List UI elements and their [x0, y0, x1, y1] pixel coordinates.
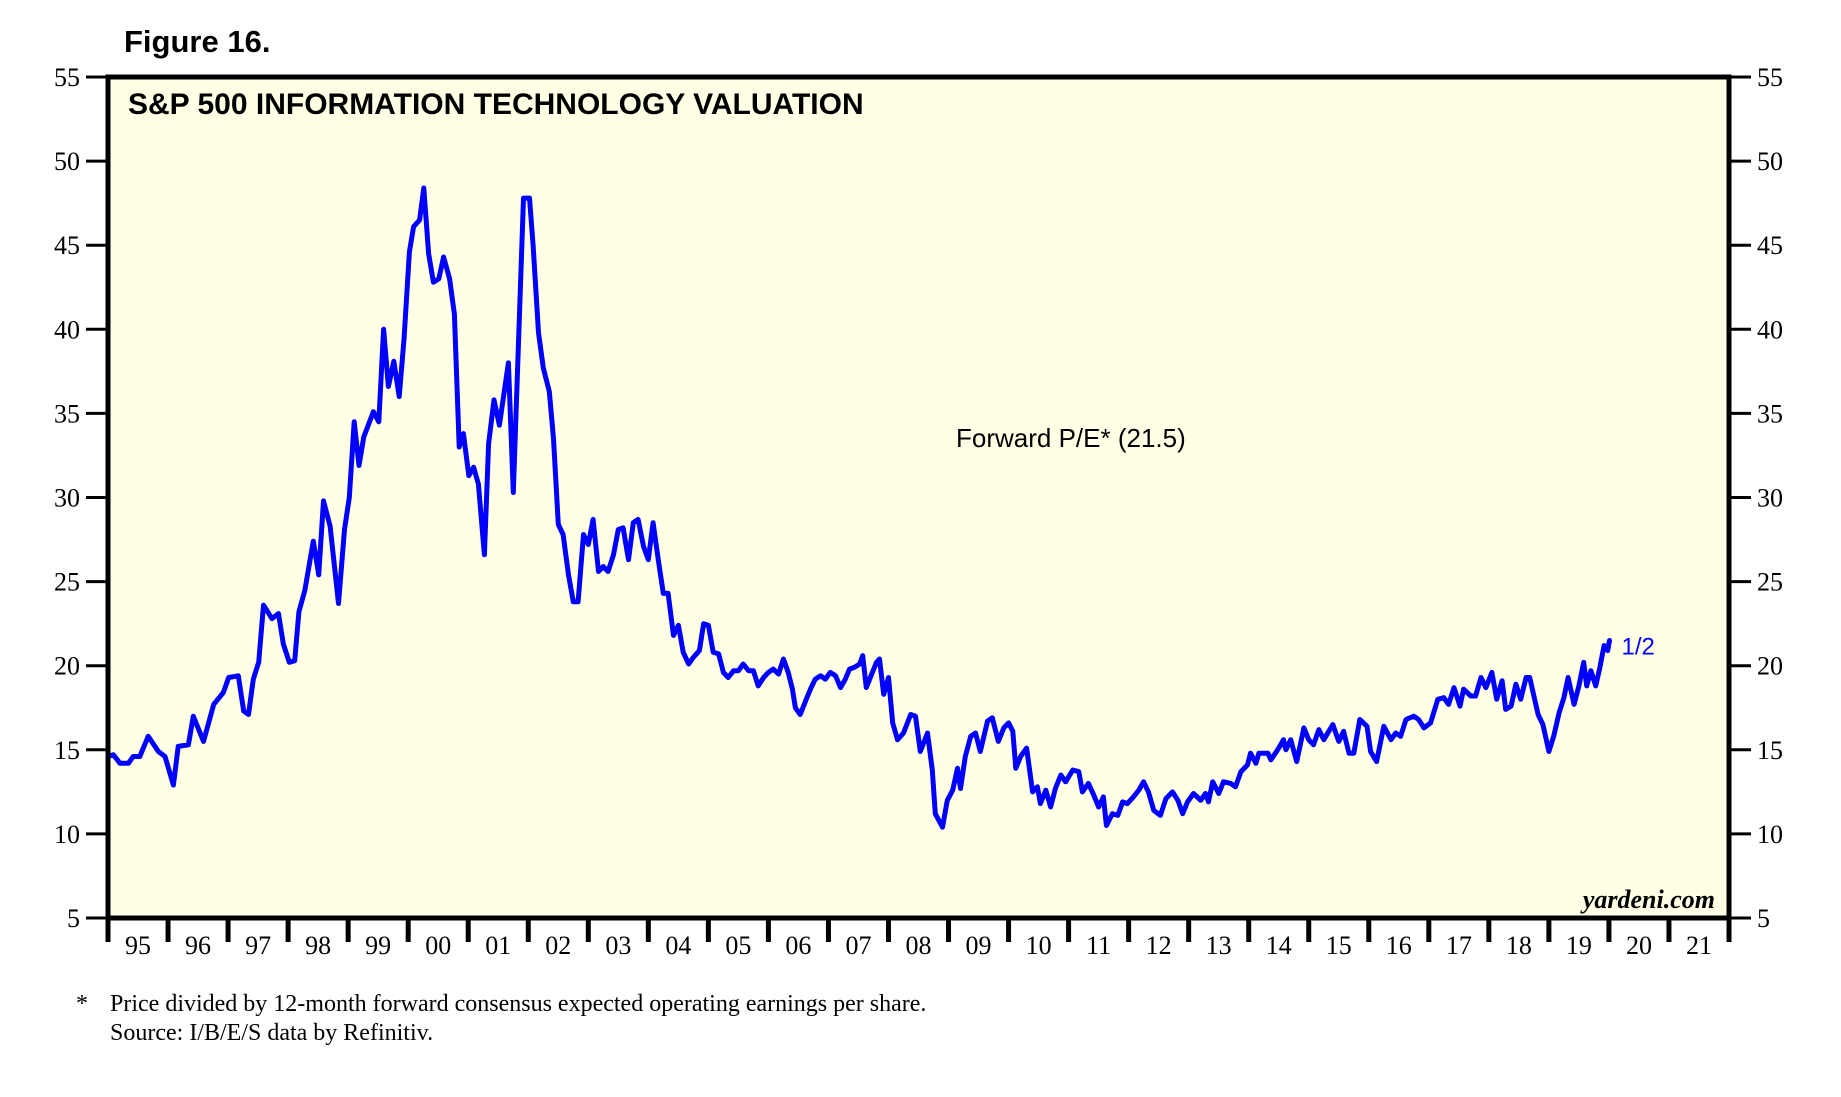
- source-credit: yardeni.com: [1580, 885, 1715, 914]
- x-tick-label: 03: [605, 931, 631, 960]
- series-line-forward-pe: [105, 185, 1612, 830]
- x-axis: 95 96 97 98 99 00 01 02 03 04 05 06 07 08 09 10 11 12 13 14…: [105, 918, 1732, 960]
- x-tick-label: 07: [845, 931, 871, 960]
- end-date-label: 1/2: [1622, 633, 1655, 660]
- y-axis-right: 5 10 15 20 25 30 35 40 45 50 55: [1729, 63, 1783, 933]
- x-tick-label: 11: [1086, 931, 1111, 960]
- x-tick-label: 97: [245, 931, 271, 960]
- x-tick-label: 96: [185, 931, 211, 960]
- chart-title: S&P 500 INFORMATION TECHNOLOGY VALUATION: [128, 88, 864, 121]
- footnote-definition: Price divided by 12-month forward consen…: [110, 991, 927, 1017]
- x-tick-label: 95: [125, 931, 151, 960]
- x-tick-label: 12: [1146, 931, 1172, 960]
- x-tick-label: 18: [1506, 931, 1532, 960]
- x-tick-label: 06: [785, 931, 811, 960]
- plot-background: [108, 77, 1729, 918]
- y-tick-label-right: 55: [1757, 63, 1783, 92]
- footnote-source: Source: I/B/E/S data by Refinitiv.: [110, 1020, 434, 1046]
- x-tick-label: 05: [725, 931, 751, 960]
- x-tick-label: 14: [1266, 931, 1292, 960]
- y-tick-label-right: 25: [1757, 568, 1783, 597]
- y-tick-label-left: 50: [54, 147, 80, 176]
- x-tick-label: 15: [1326, 931, 1352, 960]
- x-tick-label: 02: [545, 931, 571, 960]
- y-axis-left: 5 10 15 20 25 30 35 40 45 50 55: [54, 63, 108, 933]
- x-tick-label: 21: [1686, 931, 1712, 960]
- y-tick-label-left: 55: [54, 63, 80, 92]
- x-tick-label: 04: [665, 931, 691, 960]
- y-tick-label-right: 20: [1757, 652, 1783, 681]
- y-tick-label-right: 35: [1757, 399, 1783, 428]
- x-tick-label: 99: [365, 931, 391, 960]
- y-tick-label-left: 5: [67, 904, 80, 933]
- y-tick-label-left: 40: [54, 315, 80, 344]
- y-tick-label-right: 45: [1757, 231, 1783, 260]
- x-tick-label: 10: [1026, 931, 1052, 960]
- x-tick-label: 08: [906, 931, 932, 960]
- x-tick-label: 13: [1206, 931, 1232, 960]
- footnote-marker: *: [76, 991, 88, 1017]
- x-tick-label: 20: [1626, 931, 1652, 960]
- y-tick-label-left: 25: [54, 568, 80, 597]
- x-tick-label: 09: [966, 931, 992, 960]
- y-tick-label-left: 15: [54, 736, 80, 765]
- series-annotation: Forward P/E* (21.5): [956, 423, 1186, 453]
- y-tick-label-right: 10: [1757, 820, 1783, 849]
- x-tick-label: 16: [1386, 931, 1412, 960]
- x-tick-label: 19: [1566, 931, 1592, 960]
- y-tick-label-right: 15: [1757, 736, 1783, 765]
- footnote: * Price divided by 12-month forward cons…: [76, 990, 926, 1048]
- y-tick-label-left: 20: [54, 652, 80, 681]
- y-tick-label-left: 35: [54, 399, 80, 428]
- y-tick-label-left: 10: [54, 820, 80, 849]
- y-tick-label-right: 5: [1757, 904, 1770, 933]
- x-tick-label: 98: [305, 931, 331, 960]
- y-tick-label-right: 40: [1757, 315, 1783, 344]
- x-tick-label: 00: [425, 931, 451, 960]
- figure-label: Figure 16.: [124, 24, 271, 59]
- y-tick-label-right: 30: [1757, 484, 1783, 513]
- y-tick-label-right: 50: [1757, 147, 1783, 176]
- x-tick-label: 01: [485, 931, 511, 960]
- y-tick-label-left: 30: [54, 484, 80, 513]
- plot-border: [105, 74, 1732, 921]
- x-tick-label: 17: [1446, 931, 1472, 960]
- y-tick-label-left: 45: [54, 231, 80, 260]
